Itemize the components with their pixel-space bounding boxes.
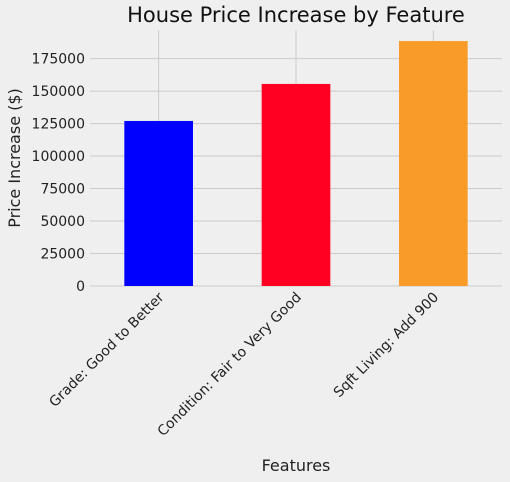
bar [261, 83, 331, 287]
chart-title: House Price Increase by Feature [127, 3, 465, 27]
y-tick-labels: 0 25000 50000 75000 100000 125000 150000 175000 [32, 52, 85, 295]
y-tick-label: 100000 [32, 149, 85, 165]
y-axis-title: Price Increase ($) [5, 88, 24, 228]
y-tick-label: 75000 [40, 182, 85, 198]
bar [399, 41, 468, 286]
y-tick-label: 125000 [32, 117, 85, 133]
y-tick-label: 50000 [40, 214, 85, 230]
y-tick-label: 0 [76, 279, 85, 295]
x-axis-title: Features [262, 456, 331, 475]
bars [124, 41, 468, 287]
y-tick-label: 150000 [32, 84, 85, 100]
y-tick-label: 175000 [32, 52, 85, 68]
bar [124, 120, 193, 286]
y-tick-label: 25000 [40, 247, 85, 263]
